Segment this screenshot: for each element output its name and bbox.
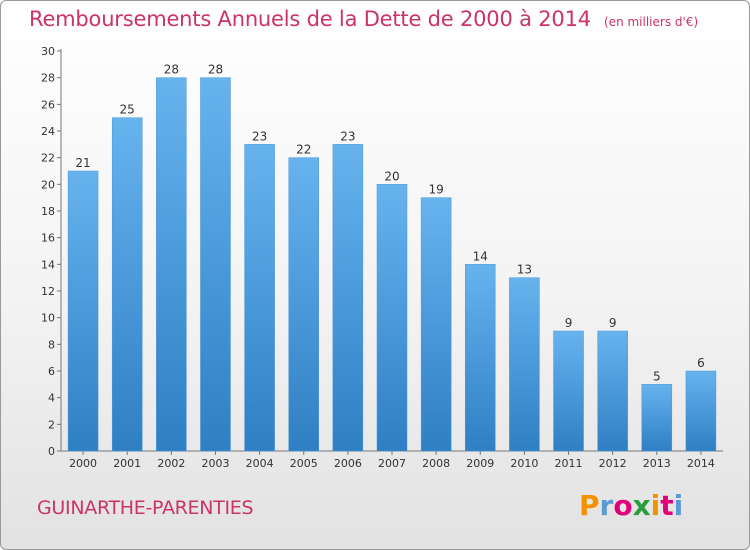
x-tick-label: 2005 xyxy=(290,457,318,470)
data-label: 9 xyxy=(609,316,617,330)
data-label: 6 xyxy=(697,356,705,370)
y-tick-label: 18 xyxy=(41,205,55,218)
data-label: 21 xyxy=(75,156,90,170)
x-tick-label: 2007 xyxy=(378,457,406,470)
bar xyxy=(509,277,540,452)
data-label: 23 xyxy=(252,129,267,143)
x-tick-label: 2013 xyxy=(643,457,671,470)
x-tick-label: 2012 xyxy=(599,457,627,470)
logo-letter: t xyxy=(660,489,674,522)
bar xyxy=(597,330,628,452)
data-label: 25 xyxy=(120,103,135,117)
logo-letter: o xyxy=(613,489,633,522)
bar xyxy=(376,184,408,452)
data-label: 13 xyxy=(517,263,532,277)
data-labels: 21 25 28 28 23 22 23 20 19 14 13 9 9 5 6 xyxy=(75,63,704,384)
logo-letter: x xyxy=(632,489,651,522)
x-tick-label: 2009 xyxy=(466,457,494,470)
bar xyxy=(200,77,231,452)
bar xyxy=(465,264,496,452)
y-tick-label: 16 xyxy=(41,232,55,245)
logo-letter: i xyxy=(673,489,684,522)
bar xyxy=(641,384,673,452)
y-tick-label: 6 xyxy=(48,365,55,378)
y-tick-label: 4 xyxy=(48,392,55,405)
y-tick-label: 12 xyxy=(41,285,55,298)
bar xyxy=(288,157,319,452)
y-tick-label: 14 xyxy=(41,258,55,271)
bar xyxy=(685,370,717,452)
y-tick-label: 2 xyxy=(48,418,55,431)
bar xyxy=(553,330,584,452)
x-tick-label: 2006 xyxy=(334,457,362,470)
bar xyxy=(332,144,364,452)
data-label: 14 xyxy=(473,249,488,263)
logo-letter: r xyxy=(599,489,614,522)
x-tick-label: 2004 xyxy=(246,457,274,470)
x-tick-label: 2010 xyxy=(510,457,538,470)
y-tick-label: 10 xyxy=(41,312,55,325)
commune-name: GUINARTHE-PARENTIES xyxy=(37,497,254,519)
x-tick-label: 2011 xyxy=(555,457,583,470)
data-label: 23 xyxy=(340,129,355,143)
y-tick-label: 22 xyxy=(41,152,55,165)
x-tick-label: 2002 xyxy=(157,457,185,470)
data-label: 20 xyxy=(384,169,399,183)
bars xyxy=(67,77,717,452)
data-label: 9 xyxy=(565,316,573,330)
bar xyxy=(244,144,275,452)
y-tick-label: 28 xyxy=(41,72,55,85)
title-row: Remboursements Annuels de la Dette de 20… xyxy=(29,7,698,31)
proxiti-logo: Proxiti xyxy=(579,489,683,522)
y-tick-label: 24 xyxy=(41,125,55,138)
y-tick-label: 30 xyxy=(41,45,55,58)
y-tick-label: 26 xyxy=(41,98,55,111)
chart-title: Remboursements Annuels de la Dette de 20… xyxy=(29,7,591,31)
y-tick-label: 20 xyxy=(41,178,55,191)
data-label: 5 xyxy=(653,369,661,383)
logo-letter: i xyxy=(650,489,661,522)
y-tick-label: 8 xyxy=(48,338,55,351)
x-tick-label: 2001 xyxy=(113,457,141,470)
x-tick-label: 2008 xyxy=(422,457,450,470)
chart-unit-label: (en milliers d'€) xyxy=(604,15,699,29)
data-label: 22 xyxy=(296,143,311,157)
x-tick-label: 2014 xyxy=(687,457,715,470)
bar xyxy=(420,197,452,452)
logo-letter: P xyxy=(579,489,600,522)
bar xyxy=(156,77,187,452)
data-label: 28 xyxy=(164,63,179,77)
x-axis: 2000 2001 2002 2003 2004 2005 2006 2007 2008 2009… xyxy=(61,450,723,470)
x-tick-label: 2003 xyxy=(201,457,229,470)
data-label: 19 xyxy=(428,183,443,197)
data-label: 28 xyxy=(208,63,223,77)
bar xyxy=(67,170,99,452)
x-tick-label: 2000 xyxy=(69,457,97,470)
y-tick-label: 0 xyxy=(48,445,55,458)
bar xyxy=(111,117,143,452)
